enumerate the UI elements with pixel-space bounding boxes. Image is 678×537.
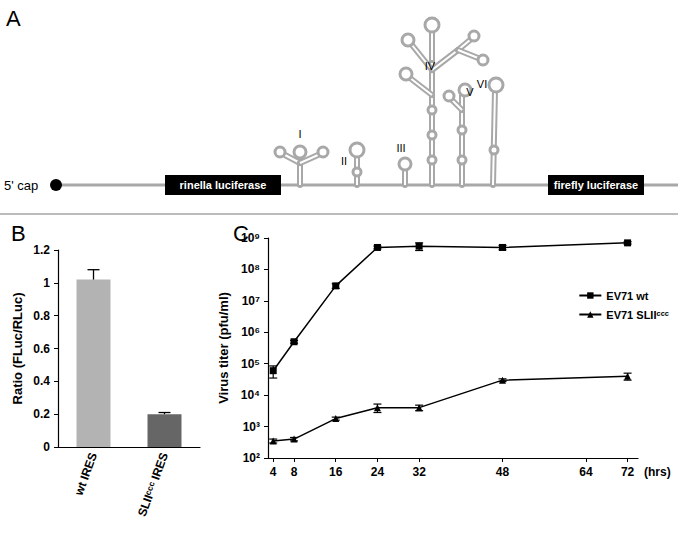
svg-text:10⁹: 10⁹ — [241, 231, 260, 245]
svg-text:10⁷: 10⁷ — [242, 294, 260, 308]
svg-text:0.6: 0.6 — [33, 342, 50, 356]
svg-text:0.2: 0.2 — [33, 407, 50, 421]
svg-text:1.2: 1.2 — [33, 243, 50, 257]
svg-text:firefly luciferase: firefly luciferase — [554, 179, 638, 191]
svg-text:10⁴: 10⁴ — [241, 388, 260, 402]
svg-text:C: C — [233, 221, 249, 246]
svg-text:VI: VI — [477, 78, 487, 90]
svg-text:SLIIᶜᶜᶜ IRES: SLIIᶜᶜᶜ IRES — [135, 451, 171, 519]
svg-text:EV71 SLIIᶜᶜᶜ: EV71 SLIIᶜᶜᶜ — [606, 309, 669, 321]
svg-text:0: 0 — [43, 440, 50, 454]
svg-text:5' cap: 5' cap — [4, 178, 38, 193]
svg-text:(hrs): (hrs) — [644, 465, 671, 479]
svg-text:10²: 10² — [243, 451, 260, 465]
svg-text:I: I — [298, 128, 301, 140]
svg-text:72: 72 — [621, 465, 635, 479]
svg-text:Ratio (FLuc/RLuc): Ratio (FLuc/RLuc) — [10, 293, 25, 405]
svg-text:8: 8 — [291, 465, 298, 479]
svg-text:III: III — [396, 142, 405, 154]
svg-text:Virus titer (pfu/ml): Virus titer (pfu/ml) — [216, 292, 231, 404]
svg-text:16: 16 — [329, 465, 343, 479]
svg-text:10⁵: 10⁵ — [241, 357, 260, 371]
svg-text:32: 32 — [412, 465, 426, 479]
svg-text:wt IRES: wt IRES — [71, 451, 100, 499]
svg-text:64: 64 — [579, 465, 593, 479]
svg-text:24: 24 — [371, 465, 385, 479]
svg-text:10³: 10³ — [243, 420, 260, 434]
svg-text:48: 48 — [496, 465, 510, 479]
svg-text:B: B — [11, 221, 26, 246]
svg-text:10⁸: 10⁸ — [241, 262, 260, 276]
svg-text:II: II — [341, 155, 347, 167]
svg-text:0.8: 0.8 — [33, 309, 50, 323]
svg-text:V: V — [466, 86, 474, 98]
svg-text:rinella luciferase: rinella luciferase — [180, 179, 267, 191]
svg-text:0.4: 0.4 — [33, 374, 50, 388]
svg-text:4: 4 — [270, 465, 277, 479]
svg-text:A: A — [6, 6, 21, 31]
svg-text:1: 1 — [43, 276, 50, 290]
svg-text:IV: IV — [425, 60, 436, 72]
svg-text:EV71 wt: EV71 wt — [606, 290, 649, 302]
svg-text:10⁶: 10⁶ — [241, 325, 260, 339]
